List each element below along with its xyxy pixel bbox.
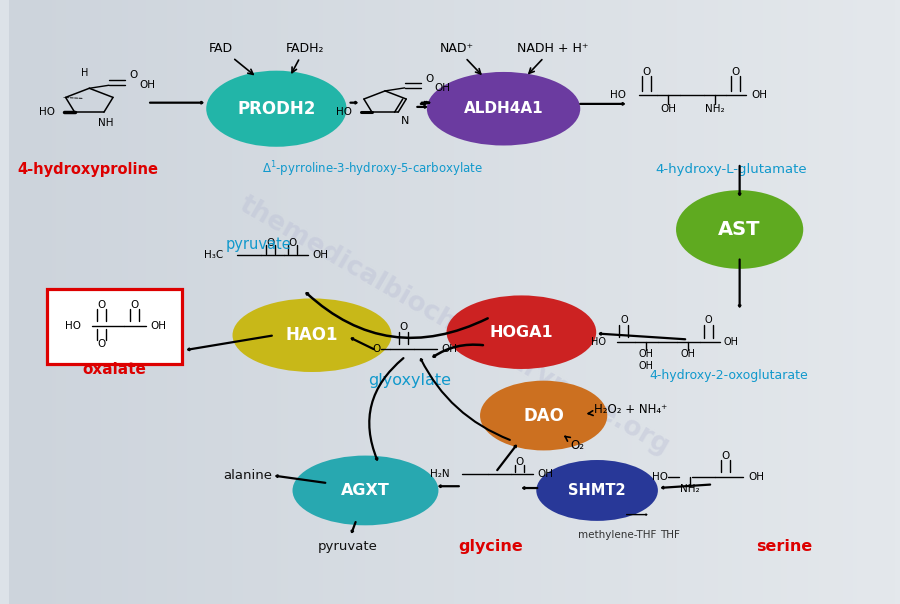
Text: OH: OH xyxy=(312,250,328,260)
Text: OH: OH xyxy=(150,321,166,330)
Text: 4-hydroxy-L-glutamate: 4-hydroxy-L-glutamate xyxy=(655,162,806,176)
Text: OH: OH xyxy=(661,104,677,114)
Text: H₃C: H₃C xyxy=(203,250,223,260)
Text: glycine: glycine xyxy=(458,539,523,553)
Text: O: O xyxy=(705,315,712,325)
Text: OH: OH xyxy=(537,469,554,479)
Text: H₂O₂ + NH₄⁺: H₂O₂ + NH₄⁺ xyxy=(588,403,668,416)
Ellipse shape xyxy=(536,460,658,521)
Text: NH₂: NH₂ xyxy=(680,484,699,494)
Text: OH: OH xyxy=(752,91,767,100)
Text: DAO: DAO xyxy=(523,406,564,425)
Text: HO: HO xyxy=(591,337,606,347)
Text: O: O xyxy=(97,300,105,310)
Text: OH: OH xyxy=(639,361,653,371)
Text: O: O xyxy=(130,300,139,310)
FancyBboxPatch shape xyxy=(48,289,182,364)
Text: NH₂: NH₂ xyxy=(705,104,725,114)
Text: O: O xyxy=(620,315,627,325)
Text: O: O xyxy=(425,74,434,84)
Text: 4-hydroxy-2-oxoglutarate: 4-hydroxy-2-oxoglutarate xyxy=(650,369,808,382)
Ellipse shape xyxy=(446,295,596,369)
Text: O: O xyxy=(130,70,138,80)
Text: O: O xyxy=(97,339,105,349)
Text: OH: OH xyxy=(724,337,739,347)
Text: ALDH4A1: ALDH4A1 xyxy=(464,101,544,116)
Text: FADH₂: FADH₂ xyxy=(285,42,324,72)
Text: alanine: alanine xyxy=(223,469,273,482)
Text: OH: OH xyxy=(434,83,450,93)
Text: N: N xyxy=(401,116,410,126)
Text: AST: AST xyxy=(718,220,760,239)
Text: NH: NH xyxy=(98,118,113,128)
Text: HO: HO xyxy=(65,321,81,330)
Text: O: O xyxy=(516,457,524,467)
Text: FAD: FAD xyxy=(209,42,253,74)
Text: SHMT2: SHMT2 xyxy=(568,483,625,498)
Text: O: O xyxy=(731,68,739,77)
Text: 4-hydroxyproline: 4-hydroxyproline xyxy=(17,162,158,176)
Text: THF: THF xyxy=(661,530,680,539)
Ellipse shape xyxy=(292,455,438,525)
Text: OH: OH xyxy=(749,472,765,482)
Text: OH: OH xyxy=(639,349,653,359)
Text: HOGA1: HOGA1 xyxy=(490,325,554,339)
Text: O: O xyxy=(400,323,408,332)
Ellipse shape xyxy=(427,72,580,146)
Text: NADH + H⁺: NADH + H⁺ xyxy=(517,42,589,73)
Text: O₂: O₂ xyxy=(565,436,584,452)
Text: oxalate: oxalate xyxy=(82,362,146,377)
Text: O: O xyxy=(642,68,650,77)
Ellipse shape xyxy=(676,190,804,269)
Text: $\Delta^1$-pyrroline-3-hydroxy-5-carboxylate: $\Delta^1$-pyrroline-3-hydroxy-5-carboxy… xyxy=(262,159,483,179)
Text: HAO1: HAO1 xyxy=(286,326,338,344)
Text: OH: OH xyxy=(441,344,457,354)
Text: pyruvate: pyruvate xyxy=(318,540,378,553)
Text: O: O xyxy=(288,238,296,248)
Text: OH: OH xyxy=(680,349,696,359)
Text: methylene-THF: methylene-THF xyxy=(578,530,656,539)
Ellipse shape xyxy=(232,298,392,372)
Text: PRODH2: PRODH2 xyxy=(238,100,316,118)
Text: serine: serine xyxy=(756,539,813,553)
Text: HO: HO xyxy=(337,107,353,117)
Text: H₂N: H₂N xyxy=(430,469,450,479)
Text: OH: OH xyxy=(140,80,155,90)
Text: AGXT: AGXT xyxy=(341,483,390,498)
Text: pyruvate: pyruvate xyxy=(226,237,292,252)
Text: H: H xyxy=(81,68,88,77)
Text: O: O xyxy=(373,344,381,354)
Text: themedicalbiochemistrypage.org: themedicalbiochemistrypage.org xyxy=(235,192,674,460)
Text: NAD⁺: NAD⁺ xyxy=(439,42,481,74)
Text: HO: HO xyxy=(652,472,669,482)
Ellipse shape xyxy=(480,381,608,451)
Text: O: O xyxy=(721,451,730,461)
Text: HO: HO xyxy=(610,91,626,100)
Text: HO: HO xyxy=(39,107,55,117)
Ellipse shape xyxy=(206,71,346,147)
Text: O: O xyxy=(266,238,274,248)
Text: glyoxylate: glyoxylate xyxy=(368,373,452,388)
